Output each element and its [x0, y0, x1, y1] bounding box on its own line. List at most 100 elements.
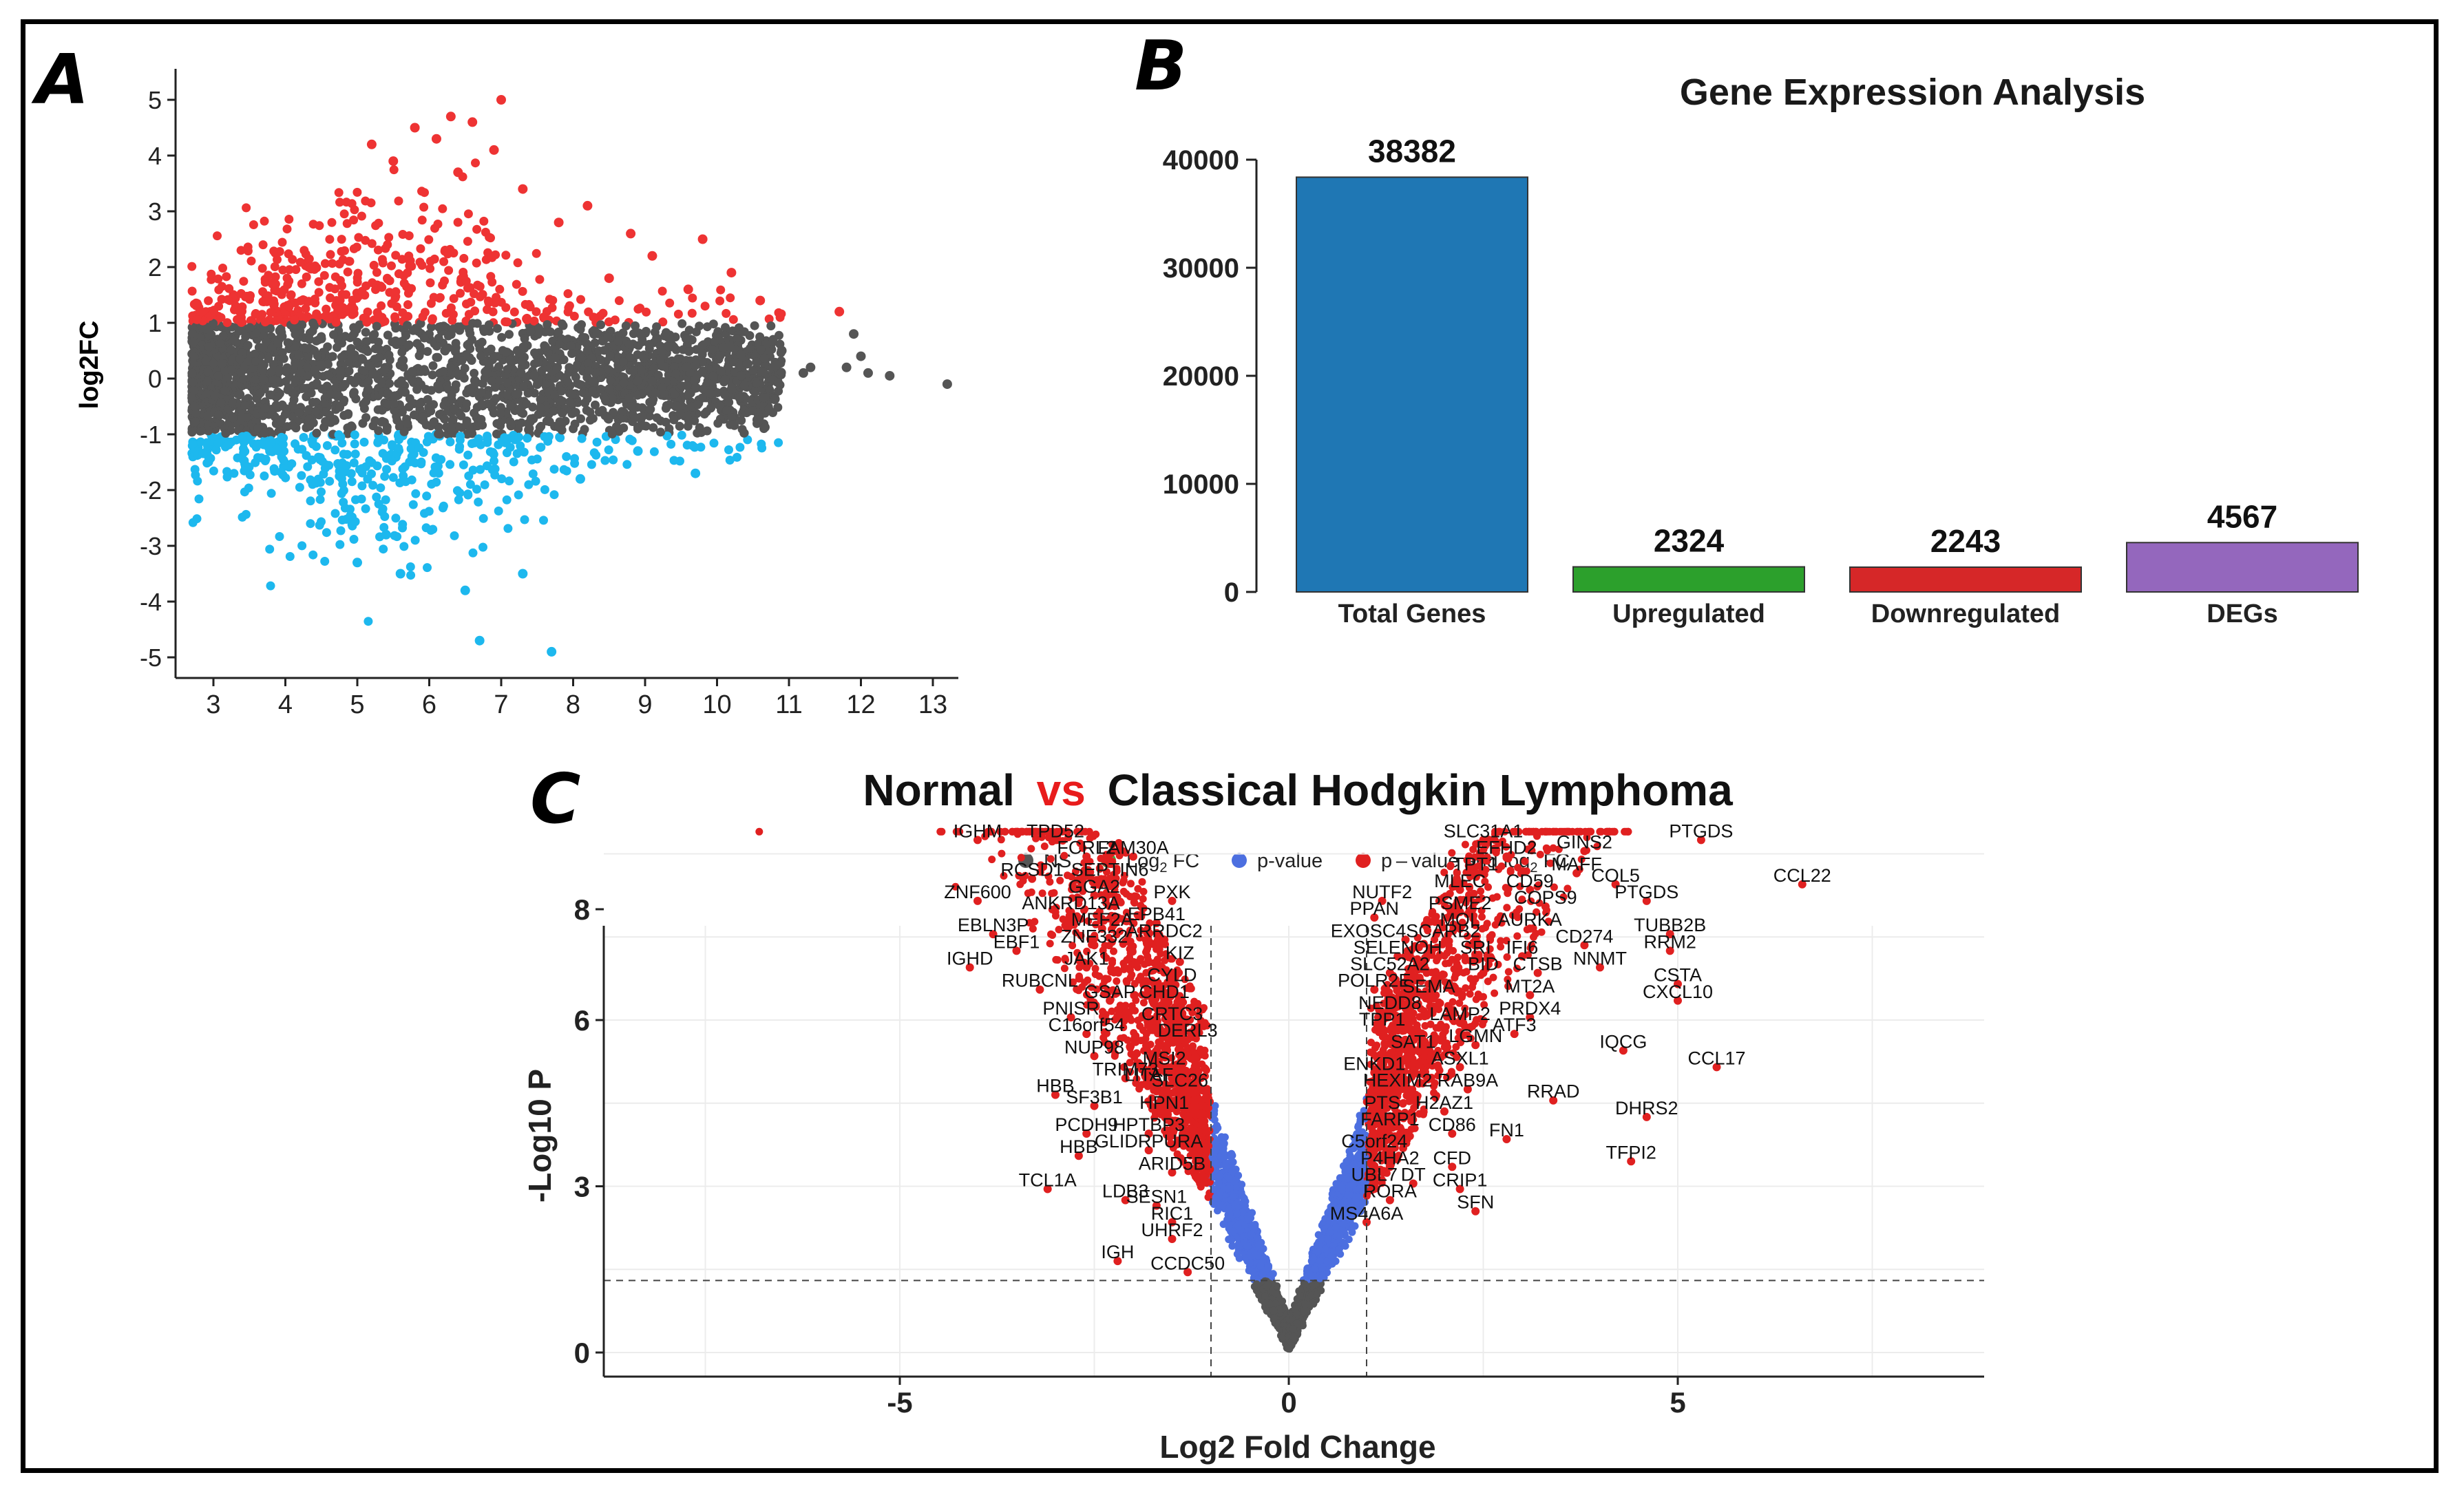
ma-point-outlier — [885, 370, 895, 381]
ma-point — [391, 324, 401, 333]
ma-point — [588, 376, 598, 386]
ma-point — [567, 389, 577, 399]
ma-point — [373, 405, 383, 414]
volcano-point — [755, 827, 764, 836]
bar-chart: Gene Expression Analysis 400003000020000… — [1163, 72, 2359, 628]
ma-point — [335, 403, 344, 412]
ma-point — [633, 376, 643, 385]
ma-point — [337, 474, 346, 483]
ma-point — [378, 258, 388, 268]
ma-point — [231, 435, 241, 445]
ma-point-outlier — [489, 145, 499, 155]
ma-point — [358, 354, 368, 364]
ma-point — [721, 323, 730, 332]
ma-point — [220, 386, 230, 396]
ma-point — [592, 328, 602, 338]
ma-point — [262, 297, 272, 306]
ma-point — [523, 434, 532, 443]
ma-point — [419, 202, 429, 212]
ma-point — [344, 366, 354, 376]
ma-point — [489, 456, 498, 466]
ma-point — [326, 390, 335, 399]
ma-point — [665, 298, 675, 308]
ma-point — [359, 437, 369, 447]
ma-point — [520, 334, 529, 343]
ma-point-outlier — [554, 218, 564, 228]
ma-point — [618, 407, 626, 416]
ma-point — [576, 295, 585, 304]
ma-point — [459, 460, 468, 469]
volcano-point — [1027, 845, 1035, 853]
ma-point — [673, 309, 683, 319]
ma-point-outlier — [691, 468, 701, 478]
ma-point — [291, 439, 299, 449]
ma-point — [656, 427, 665, 437]
ma-point — [271, 401, 281, 410]
ma-point — [311, 406, 321, 416]
panel-letter-a: A — [31, 39, 89, 120]
ma-y-tick-label: 0 — [148, 365, 162, 393]
ma-point — [364, 617, 373, 626]
ma-point — [258, 374, 268, 383]
ma-point — [649, 363, 659, 373]
ma-point — [687, 308, 697, 318]
ma-point — [743, 435, 752, 445]
ma-point — [430, 254, 439, 264]
ma-point — [624, 393, 634, 403]
ma-point — [445, 437, 455, 447]
ma-point — [275, 532, 284, 541]
ma-point — [284, 383, 293, 392]
ma-point — [227, 345, 236, 354]
ma-point — [260, 456, 270, 465]
ma-point — [240, 401, 250, 410]
ma-point — [715, 351, 725, 361]
bar-category-label: Downregulated — [1871, 600, 2060, 628]
ma-point — [569, 424, 578, 434]
ma-point — [202, 438, 211, 447]
ma-point — [629, 366, 638, 376]
ma-point — [406, 444, 416, 454]
ma-point — [485, 447, 495, 456]
ma-point — [472, 224, 482, 234]
ma-point — [487, 277, 497, 287]
ma-point-outlier — [798, 368, 808, 378]
ma-y-label: log2FC — [75, 321, 104, 410]
ma-point — [361, 196, 370, 206]
ma-point — [498, 346, 507, 355]
ma-point — [580, 425, 589, 434]
ma-point — [748, 406, 757, 416]
ma-point — [277, 432, 286, 442]
ma-point — [399, 279, 409, 288]
ma-point — [326, 250, 335, 259]
ma-point — [638, 412, 647, 421]
ma-point — [421, 385, 431, 394]
ma-point — [677, 430, 686, 440]
ma-point — [359, 404, 369, 413]
volcano-point — [1252, 1280, 1261, 1288]
ma-point — [478, 513, 488, 523]
ma-point-outlier — [841, 362, 852, 372]
ma-point — [619, 423, 629, 433]
ma-point — [559, 465, 569, 474]
volcano-point — [1254, 1251, 1262, 1260]
ma-point — [401, 477, 410, 487]
ma-point-outlier — [582, 200, 593, 211]
ma-point — [661, 417, 671, 427]
ma-point — [416, 244, 425, 253]
ma-point — [693, 370, 702, 380]
ma-point — [556, 433, 565, 443]
ma-point — [333, 343, 341, 352]
ma-point — [503, 524, 513, 533]
volcano-point — [1216, 1188, 1224, 1196]
ma-point — [242, 413, 251, 422]
ma-point — [387, 299, 397, 308]
volcano-point — [1232, 1200, 1240, 1209]
ma-point — [317, 487, 326, 497]
ma-point — [735, 443, 745, 452]
ma-point — [609, 455, 618, 465]
ma-point — [626, 402, 636, 412]
ma-point — [434, 322, 444, 332]
ma-point — [491, 250, 501, 259]
ma-point — [322, 304, 331, 314]
ma-point — [736, 371, 746, 381]
